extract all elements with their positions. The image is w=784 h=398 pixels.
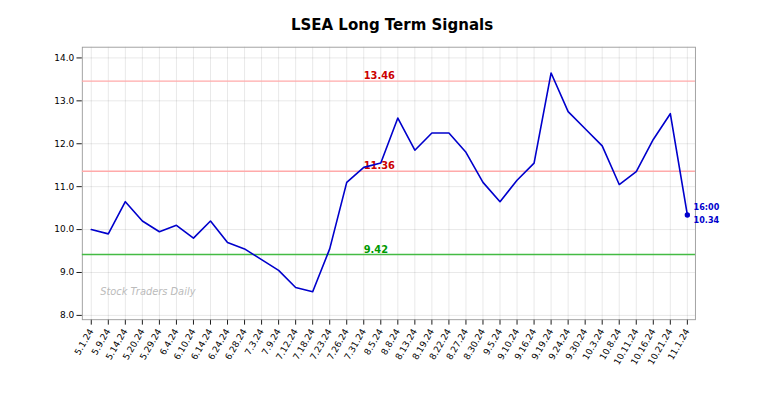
svg-text:5.20.24: 5.20.24	[120, 327, 147, 362]
svg-text:8.5.24: 8.5.24	[362, 327, 385, 357]
svg-text:8.19.24: 8.19.24	[410, 327, 437, 362]
svg-text:8.0: 8.0	[60, 310, 75, 320]
svg-text:14.0: 14.0	[54, 53, 74, 63]
svg-text:7.26.24: 7.26.24	[325, 327, 351, 362]
svg-text:8.27.24: 8.27.24	[444, 327, 471, 362]
svg-text:11.1.24: 11.1.24	[666, 327, 692, 362]
svg-text:12.0: 12.0	[54, 139, 74, 149]
svg-text:7.3.24: 7.3.24	[242, 327, 266, 357]
svg-text:13.0: 13.0	[54, 96, 74, 106]
svg-text:13.46: 13.46	[364, 70, 395, 81]
svg-text:7.31.24: 7.31.24	[342, 327, 368, 362]
svg-text:16:00: 16:00	[694, 203, 720, 212]
svg-text:7.9.24: 7.9.24	[259, 327, 283, 357]
svg-text:11.36: 11.36	[363, 160, 395, 172]
svg-text:6.4.24: 6.4.24	[157, 327, 181, 357]
svg-text:9.16.24: 9.16.24	[512, 327, 539, 362]
svg-text:7.23.24: 7.23.24	[308, 327, 334, 362]
svg-text:8.30.24: 8.30.24	[461, 327, 487, 362]
svg-text:10.0: 10.0	[54, 224, 74, 234]
svg-text:5.29.24: 5.29.24	[138, 327, 164, 362]
svg-text:6.28.24: 6.28.24	[223, 327, 249, 362]
svg-text:5.9.24: 5.9.24	[89, 327, 113, 357]
svg-text:5.1.24: 5.1.24	[72, 327, 96, 357]
svg-text:9.30.24: 9.30.24	[563, 327, 590, 362]
html-text:LSEA Long Term Signals: LSEA Long Term Signals	[290, 16, 494, 34]
svg-text:9.10.24: 9.10.24	[495, 327, 522, 362]
svg-text:6.24.24: 6.24.24	[206, 327, 232, 362]
svg-text:9.19.24: 9.19.24	[529, 327, 556, 362]
svg-text:8.22.24: 8.22.24	[427, 327, 454, 362]
svg-text:9.5.24: 9.5.24	[481, 327, 505, 357]
svg-text:10.8.24: 10.8.24	[597, 327, 624, 362]
svg-text:9.0: 9.0	[60, 267, 75, 277]
svg-text:6.14.24: 6.14.24	[188, 327, 215, 362]
svg-text:8.13.24: 8.13.24	[393, 327, 420, 362]
svg-text:6.10.24: 6.10.24	[171, 327, 198, 362]
svg-text:Stock Traders Daily: Stock Traders Daily	[100, 286, 195, 297]
svg-text:7.12.24: 7.12.24	[274, 327, 300, 362]
svg-text:9.42: 9.42	[364, 244, 388, 255]
svg-text:10.3.24: 10.3.24	[580, 327, 607, 362]
svg-text:8.8.24: 8.8.24	[379, 327, 402, 357]
svg-text:7.18.24: 7.18.24	[291, 327, 317, 362]
svg-text:10.34: 10.34	[694, 216, 720, 225]
svg-text:11.0: 11.0	[54, 182, 74, 192]
svg-text:5.14.24: 5.14.24	[103, 327, 130, 362]
svg-text:9.24.24: 9.24.24	[546, 327, 573, 362]
